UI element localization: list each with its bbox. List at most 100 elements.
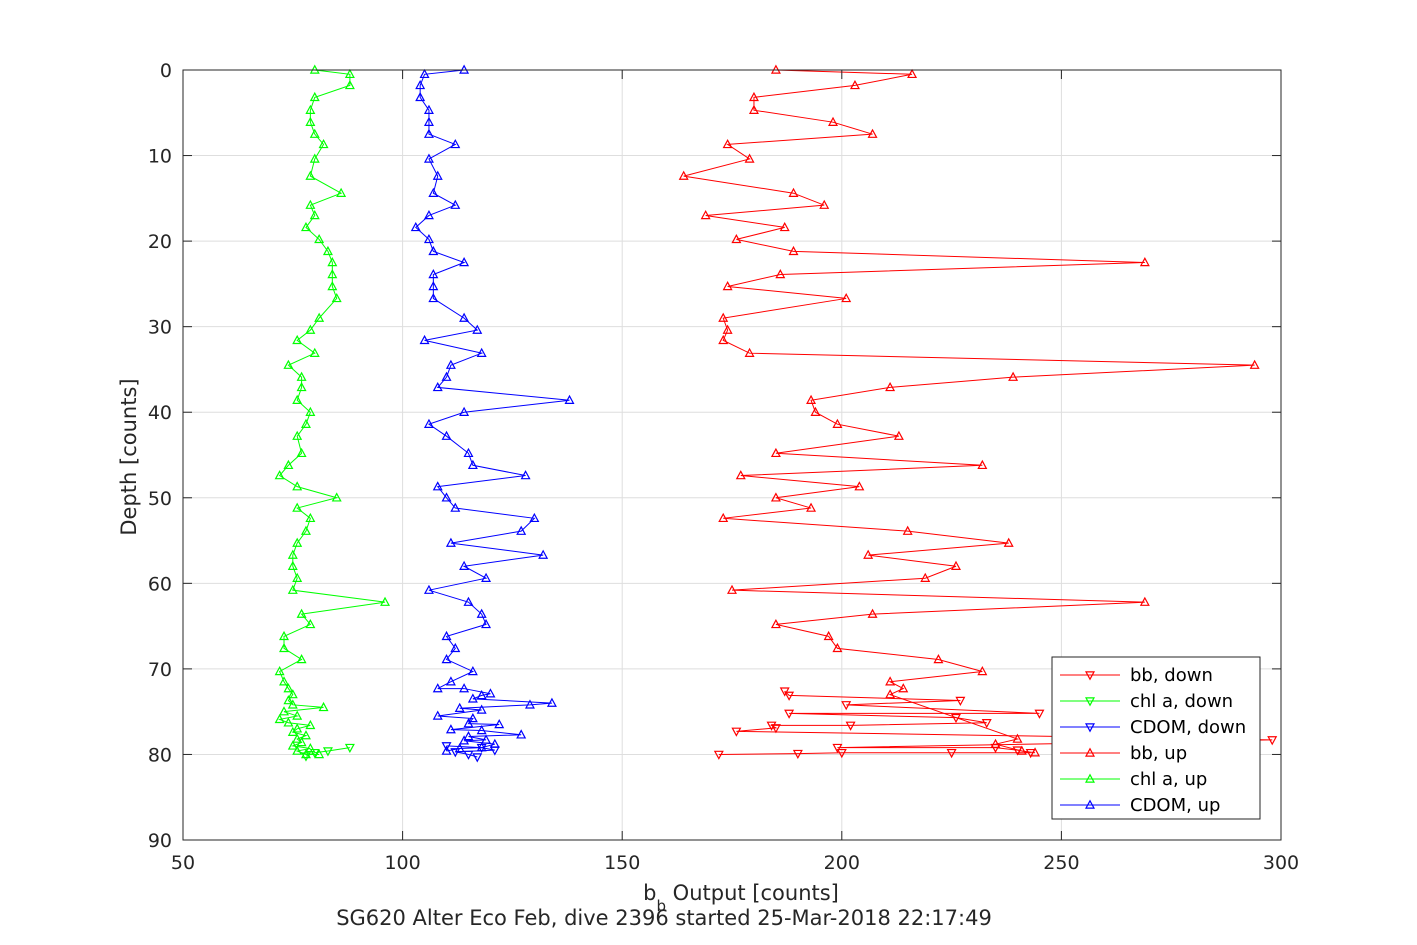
data-point — [287, 689, 298, 699]
data-point — [828, 116, 839, 126]
series-layer — [274, 64, 1278, 763]
data-point — [1008, 371, 1019, 381]
data-point — [300, 752, 311, 762]
x-axis-label-main: b — [643, 881, 656, 905]
data-point — [459, 312, 470, 322]
data-point — [485, 688, 496, 698]
data-point — [770, 492, 781, 502]
legend-marker — [1085, 723, 1095, 733]
data-point — [463, 596, 474, 606]
data-point — [441, 742, 452, 752]
data-point — [441, 430, 452, 440]
data-point — [305, 719, 316, 730]
data-point — [467, 693, 478, 703]
legend-entry: bb, down — [1060, 665, 1213, 686]
legend-marker — [1085, 773, 1095, 783]
data-point — [981, 719, 992, 729]
data-point — [731, 233, 742, 244]
data-point — [472, 324, 483, 334]
data-point — [806, 394, 817, 404]
data-point — [735, 470, 746, 480]
data-point — [459, 683, 470, 693]
data-point — [700, 209, 711, 220]
y-tick-label: 30 — [148, 317, 172, 339]
legend-marker — [1085, 671, 1095, 681]
y-tick-label: 0 — [160, 60, 172, 82]
data-point — [538, 549, 549, 559]
y-tick-label: 50 — [148, 488, 172, 510]
data-point — [1139, 257, 1150, 267]
data-point — [318, 701, 329, 712]
x-tick-label: 250 — [1043, 852, 1079, 874]
data-point — [292, 502, 303, 512]
data-point — [309, 153, 320, 163]
data-point — [423, 153, 434, 163]
data-point — [287, 699, 298, 709]
data-point — [459, 560, 470, 570]
data-point — [309, 209, 320, 220]
data-point — [314, 748, 325, 759]
data-point — [305, 512, 316, 523]
legend: bb, down chl a, down CDOM, down bb, up chl a… — [1051, 656, 1261, 820]
data-point — [428, 187, 439, 197]
data-point — [770, 64, 781, 74]
legend-marker — [1085, 697, 1095, 707]
data-point — [296, 381, 307, 392]
data-point — [516, 525, 527, 535]
data-point — [950, 560, 961, 570]
data-point — [770, 447, 781, 458]
data-point — [467, 459, 478, 470]
data-point — [322, 747, 333, 757]
legend-marker — [1085, 747, 1095, 757]
legend-label: bb, up — [1130, 743, 1187, 764]
data-point — [292, 481, 303, 491]
data-point — [529, 512, 540, 523]
data-point — [1012, 733, 1023, 743]
data-point — [467, 665, 478, 676]
data-point — [722, 138, 733, 149]
data-point — [283, 683, 294, 693]
series-line — [718, 690, 1273, 755]
data-point — [432, 481, 443, 491]
data-point — [450, 748, 461, 758]
data-point — [423, 233, 434, 244]
data-point — [744, 347, 755, 357]
data-point — [727, 584, 737, 594]
data-point — [287, 549, 298, 559]
data-point — [287, 560, 298, 570]
data-point — [305, 324, 316, 334]
legend-label: CDOM, up — [1130, 795, 1220, 816]
data-point — [718, 512, 729, 523]
legend-entry: CDOM, up — [1060, 795, 1220, 816]
data-point — [722, 280, 733, 291]
data-point — [432, 170, 443, 180]
data-point — [300, 730, 311, 740]
data-point — [300, 748, 311, 759]
data-point — [318, 138, 329, 149]
data-point — [463, 750, 474, 760]
data-point — [832, 743, 843, 754]
data-point — [823, 630, 834, 641]
data-point — [459, 406, 470, 416]
plot-frame — [182, 69, 1282, 841]
data-point — [287, 726, 298, 736]
data-point — [380, 596, 391, 606]
data-point — [322, 245, 333, 256]
data-point — [463, 731, 474, 741]
data-point — [836, 748, 847, 759]
data-point — [415, 91, 426, 102]
y-tick-label: 60 — [148, 573, 172, 595]
data-point — [296, 608, 307, 618]
data-point — [885, 381, 896, 392]
data-point — [410, 221, 421, 232]
data-point — [832, 418, 843, 428]
data-point — [450, 138, 461, 149]
legend-box — [1051, 656, 1261, 820]
data-point — [766, 721, 777, 731]
data-point — [481, 618, 492, 629]
data-point — [279, 676, 290, 686]
data-point — [849, 79, 860, 90]
data-point — [450, 502, 461, 512]
data-point — [977, 459, 988, 470]
data-point — [283, 695, 294, 705]
